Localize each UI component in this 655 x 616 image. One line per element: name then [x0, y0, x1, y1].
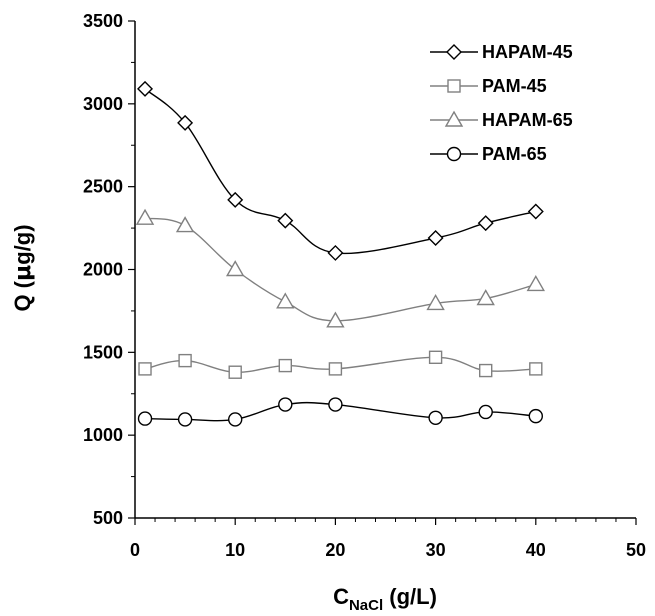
- data-point: [227, 191, 244, 208]
- legend-marker: [447, 79, 461, 93]
- y-tick-label: 3000: [83, 94, 123, 114]
- x-tick-label: 10: [225, 540, 245, 560]
- data-point: [527, 203, 544, 220]
- y-tick-label: 500: [93, 508, 123, 528]
- y-axis-title-suffix: g/g): [10, 224, 35, 264]
- series-hapam-65: [135, 208, 546, 328]
- y-axis-title-prefix: Q (: [10, 280, 35, 311]
- data-point: [526, 274, 546, 292]
- x-tick-label: 40: [526, 540, 546, 560]
- data-point: [178, 353, 192, 368]
- data-point: [138, 362, 152, 376]
- y-tick-label: 3500: [83, 11, 123, 31]
- data-point: [137, 411, 153, 426]
- data-point: [175, 216, 195, 233]
- x-tick-label: 50: [626, 540, 646, 560]
- legend-marker: [444, 110, 464, 127]
- legend-item: HAPAM-45: [430, 42, 573, 62]
- data-point: [476, 289, 495, 306]
- data-point: [529, 362, 543, 376]
- y-tick-label: 2500: [83, 177, 123, 197]
- legend-label: PAM-45: [482, 76, 547, 96]
- legend-marker: [446, 44, 462, 60]
- data-point: [478, 404, 493, 420]
- data-point: [428, 410, 443, 425]
- x-axis-title-main: C: [333, 584, 349, 609]
- series-hapam-45: [137, 80, 544, 261]
- legend-item: PAM-65: [430, 144, 547, 164]
- data-point: [327, 244, 344, 261]
- data-point: [326, 311, 345, 328]
- data-point: [426, 294, 445, 311]
- data-point: [225, 260, 245, 277]
- axes: [134, 21, 636, 519]
- data-point: [278, 358, 292, 373]
- x-tick-label: 20: [325, 540, 345, 560]
- x-axis-title-unit: (g/L): [383, 584, 437, 609]
- data-point: [137, 80, 154, 97]
- data-point: [177, 114, 194, 131]
- y-tick-label: 1000: [83, 425, 123, 445]
- legend-marker: [446, 146, 462, 162]
- x-axis-title-subscript: NaCl: [349, 597, 383, 614]
- legend-label: PAM-65: [482, 144, 547, 164]
- y-axis-title: Q (μg/g): [10, 224, 36, 311]
- data-point: [276, 292, 295, 309]
- legend-item: HAPAM-65: [430, 110, 573, 130]
- data-point: [228, 365, 242, 379]
- data-point: [528, 408, 543, 424]
- series-line: [144, 88, 536, 255]
- data-point: [177, 412, 193, 427]
- data-point: [427, 230, 444, 247]
- data-point: [428, 350, 443, 365]
- x-tick-label: 30: [426, 540, 446, 560]
- y-tick-label: 1500: [83, 342, 123, 362]
- x-tick-label: 0: [130, 540, 140, 560]
- legend-item: PAM-45: [430, 76, 547, 96]
- axis-ticks: 500 1000 1500 2000 2500 3000 3500 0 10 20 30 40 50: [83, 11, 646, 560]
- data-point: [479, 363, 493, 378]
- data-point: [277, 212, 294, 229]
- series-line: [144, 356, 536, 373]
- series-pam-65: [137, 397, 543, 427]
- data-point: [328, 362, 343, 376]
- data-point: [477, 215, 494, 232]
- x-axis-title: CNaCl (g/L): [333, 584, 437, 614]
- data-point: [328, 397, 343, 412]
- series-layer: [135, 80, 546, 427]
- series-line: [144, 217, 536, 322]
- y-tick-label: 2000: [83, 260, 123, 280]
- series-pam-45: [138, 350, 543, 379]
- data-point: [135, 208, 155, 225]
- data-point: [227, 412, 243, 427]
- legend-label: HAPAM-65: [482, 110, 573, 130]
- y-axis-title-greek: μ: [11, 265, 36, 281]
- legend-label: HAPAM-45: [482, 42, 573, 62]
- data-point: [278, 397, 293, 412]
- legend: HAPAM-45 PAM-45 HAPAM-65 PAM-65: [430, 42, 573, 164]
